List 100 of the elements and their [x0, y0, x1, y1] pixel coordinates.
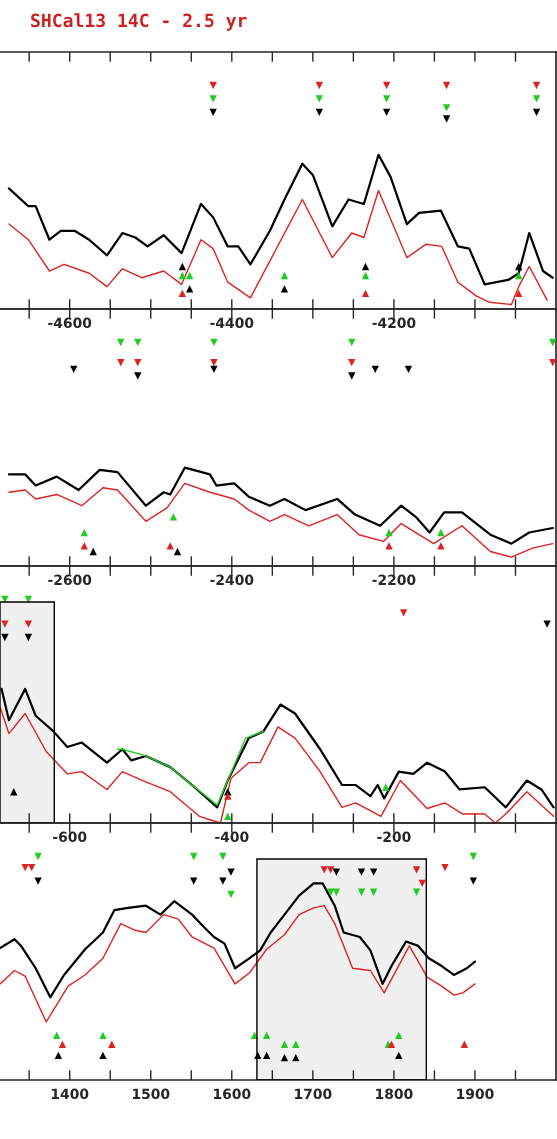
point — [54, 1051, 63, 1060]
point — [108, 1040, 116, 1048]
chart-title: SHCal13 14C - 2.5 yr — [31, 13, 247, 31]
point — [134, 338, 142, 347]
point — [387, 1040, 396, 1048]
point — [134, 358, 142, 367]
x-tick-label: -2200 — [372, 574, 416, 586]
point — [280, 1040, 289, 1048]
point — [395, 1031, 403, 1039]
point — [24, 633, 33, 642]
point — [34, 877, 42, 885]
point — [369, 888, 378, 896]
point — [385, 542, 393, 550]
point — [178, 271, 187, 280]
point — [173, 547, 182, 556]
point — [327, 866, 335, 874]
point — [348, 358, 356, 367]
x-tick-label: 1500 — [132, 1088, 170, 1100]
x-tick-label: -2400 — [210, 574, 254, 586]
point — [280, 271, 289, 280]
point — [442, 81, 451, 90]
point — [361, 289, 370, 298]
x-tick-label: -600 — [53, 831, 87, 843]
point — [320, 866, 328, 874]
point — [262, 1051, 271, 1060]
point — [262, 1031, 271, 1039]
point — [1, 620, 9, 628]
point — [185, 271, 194, 280]
x-tick-label: -400 — [215, 831, 249, 843]
point — [166, 542, 174, 550]
point — [169, 513, 178, 521]
point — [442, 104, 451, 112]
x-tick-label: -4600 — [48, 317, 92, 329]
point — [53, 1031, 61, 1039]
point — [315, 108, 324, 117]
point — [404, 365, 413, 374]
point — [315, 95, 324, 103]
point — [80, 542, 88, 550]
point — [58, 1040, 67, 1048]
x-tick-label: -4200 — [372, 317, 416, 329]
x-tick-label: -2600 — [48, 574, 92, 586]
x-tick-label: 1900 — [457, 1088, 494, 1100]
point — [24, 620, 33, 628]
point — [315, 81, 324, 90]
point — [178, 289, 187, 298]
point — [178, 262, 187, 271]
point — [190, 852, 198, 861]
point — [382, 108, 391, 117]
point — [437, 542, 445, 550]
point — [382, 95, 391, 103]
point — [532, 95, 541, 103]
point — [442, 115, 451, 123]
point — [80, 528, 88, 537]
point — [209, 81, 217, 90]
point — [89, 547, 97, 556]
x-tick-label: 1700 — [295, 1088, 332, 1100]
point — [515, 262, 523, 271]
point — [117, 338, 125, 347]
x-tick-label: 1800 — [376, 1088, 413, 1100]
point — [209, 95, 217, 103]
x-tick-label: -200 — [377, 831, 411, 843]
x-tick-label: 1400 — [51, 1088, 89, 1100]
point — [399, 609, 408, 617]
point — [280, 285, 289, 293]
point — [332, 868, 341, 876]
point — [190, 877, 198, 885]
point — [224, 792, 232, 800]
point — [515, 271, 523, 280]
point — [361, 262, 370, 271]
point — [543, 620, 551, 628]
point — [219, 877, 227, 885]
point — [227, 868, 235, 876]
point — [357, 868, 366, 876]
point — [532, 81, 541, 90]
point — [357, 888, 366, 896]
point — [549, 338, 556, 347]
point — [412, 866, 421, 874]
point — [515, 289, 523, 298]
point — [371, 365, 379, 374]
point — [117, 358, 125, 367]
point — [21, 864, 29, 872]
point — [469, 852, 477, 861]
point — [382, 783, 390, 791]
point — [332, 888, 341, 896]
point — [382, 81, 391, 90]
point — [361, 271, 370, 280]
point — [460, 1040, 469, 1048]
point — [418, 879, 426, 888]
point — [99, 1031, 107, 1039]
point — [185, 285, 194, 293]
point — [549, 358, 556, 367]
x-tick-label: -4400 — [210, 317, 254, 329]
x-tick-label: 1600 — [214, 1088, 251, 1100]
point — [292, 1040, 300, 1048]
point — [348, 338, 356, 347]
point — [469, 877, 477, 885]
point — [27, 864, 36, 872]
point — [134, 372, 142, 380]
point — [348, 372, 356, 380]
point — [369, 868, 378, 876]
